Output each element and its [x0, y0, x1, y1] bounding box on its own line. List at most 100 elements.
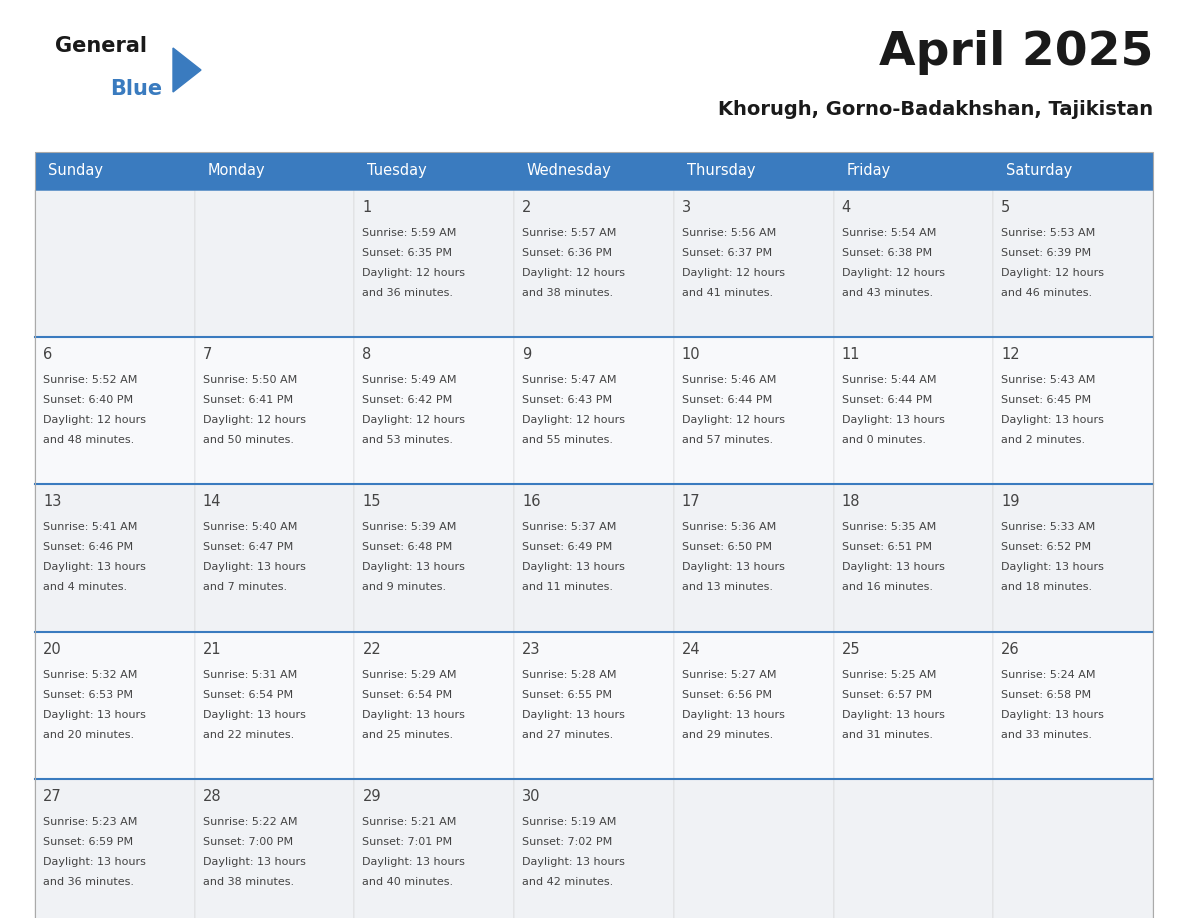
Text: and 29 minutes.: and 29 minutes.	[682, 730, 773, 740]
Bar	[674, 190, 834, 337]
Bar	[34, 190, 195, 337]
Text: and 18 minutes.: and 18 minutes.	[1001, 582, 1093, 592]
Text: 13: 13	[43, 495, 62, 509]
Text: 23: 23	[523, 642, 541, 656]
Bar	[514, 485, 674, 632]
Text: Sunrise: 5:53 AM: Sunrise: 5:53 AM	[1001, 228, 1095, 238]
Text: Sunrise: 5:41 AM: Sunrise: 5:41 AM	[43, 522, 138, 532]
Text: Sunrise: 5:59 AM: Sunrise: 5:59 AM	[362, 228, 457, 238]
Text: and 9 minutes.: and 9 minutes.	[362, 582, 447, 592]
Bar	[674, 152, 834, 190]
Bar	[674, 485, 834, 632]
Text: 2: 2	[523, 200, 531, 215]
Text: Sunset: 6:37 PM: Sunset: 6:37 PM	[682, 248, 772, 258]
Bar	[34, 778, 195, 918]
Text: Daylight: 13 hours: Daylight: 13 hours	[841, 415, 944, 425]
Text: and 13 minutes.: and 13 minutes.	[682, 582, 773, 592]
Text: Sunset: 7:00 PM: Sunset: 7:00 PM	[203, 837, 292, 846]
Text: Sunrise: 5:23 AM: Sunrise: 5:23 AM	[43, 817, 138, 827]
Text: Daylight: 12 hours: Daylight: 12 hours	[362, 268, 466, 278]
Text: Daylight: 12 hours: Daylight: 12 hours	[362, 415, 466, 425]
Bar	[674, 337, 834, 485]
Bar	[354, 778, 514, 918]
Bar	[993, 485, 1154, 632]
Text: Thursday: Thursday	[687, 163, 756, 178]
Text: Monday: Monday	[208, 163, 265, 178]
Text: and 4 minutes.: and 4 minutes.	[43, 582, 127, 592]
Text: Sunset: 6:42 PM: Sunset: 6:42 PM	[362, 396, 453, 405]
Text: 8: 8	[362, 347, 372, 363]
Text: Sunset: 6:35 PM: Sunset: 6:35 PM	[362, 248, 453, 258]
Bar	[354, 632, 514, 778]
Bar	[514, 337, 674, 485]
Bar	[34, 152, 1154, 918]
Bar	[834, 152, 993, 190]
Text: Sunrise: 5:19 AM: Sunrise: 5:19 AM	[523, 817, 617, 827]
Text: Sunday: Sunday	[48, 163, 103, 178]
Text: Sunset: 6:54 PM: Sunset: 6:54 PM	[362, 689, 453, 700]
Text: Sunrise: 5:31 AM: Sunrise: 5:31 AM	[203, 669, 297, 679]
Text: Wednesday: Wednesday	[527, 163, 612, 178]
Bar	[195, 485, 354, 632]
Text: 28: 28	[203, 789, 221, 804]
Text: Sunset: 7:02 PM: Sunset: 7:02 PM	[523, 837, 612, 846]
Text: Daylight: 12 hours: Daylight: 12 hours	[1001, 268, 1105, 278]
Bar	[34, 152, 195, 190]
Text: Daylight: 12 hours: Daylight: 12 hours	[523, 268, 625, 278]
Bar	[195, 778, 354, 918]
Text: Sunrise: 5:25 AM: Sunrise: 5:25 AM	[841, 669, 936, 679]
Bar	[834, 485, 993, 632]
Text: 17: 17	[682, 495, 701, 509]
Text: 4: 4	[841, 200, 851, 215]
Text: Daylight: 12 hours: Daylight: 12 hours	[203, 415, 305, 425]
Text: Sunset: 6:38 PM: Sunset: 6:38 PM	[841, 248, 931, 258]
Text: Sunset: 6:36 PM: Sunset: 6:36 PM	[523, 248, 612, 258]
Text: and 16 minutes.: and 16 minutes.	[841, 582, 933, 592]
Text: Daylight: 13 hours: Daylight: 13 hours	[1001, 415, 1104, 425]
Text: Daylight: 13 hours: Daylight: 13 hours	[362, 856, 466, 867]
Text: 3: 3	[682, 200, 691, 215]
Text: Sunset: 6:46 PM: Sunset: 6:46 PM	[43, 543, 133, 553]
Text: and 22 minutes.: and 22 minutes.	[203, 730, 293, 740]
Text: Daylight: 13 hours: Daylight: 13 hours	[523, 563, 625, 573]
Text: Daylight: 12 hours: Daylight: 12 hours	[682, 268, 785, 278]
Text: Sunrise: 5:50 AM: Sunrise: 5:50 AM	[203, 375, 297, 386]
Text: 24: 24	[682, 642, 701, 656]
Bar	[834, 190, 993, 337]
Text: Sunrise: 5:24 AM: Sunrise: 5:24 AM	[1001, 669, 1095, 679]
Text: 6: 6	[43, 347, 52, 363]
Text: and 36 minutes.: and 36 minutes.	[362, 288, 454, 298]
Bar	[354, 337, 514, 485]
Text: Sunset: 6:44 PM: Sunset: 6:44 PM	[682, 396, 772, 405]
Text: Sunset: 6:48 PM: Sunset: 6:48 PM	[362, 543, 453, 553]
Text: Sunrise: 5:35 AM: Sunrise: 5:35 AM	[841, 522, 936, 532]
Text: Daylight: 13 hours: Daylight: 13 hours	[523, 710, 625, 720]
Text: Daylight: 12 hours: Daylight: 12 hours	[682, 415, 785, 425]
Text: 7: 7	[203, 347, 213, 363]
Text: Sunrise: 5:47 AM: Sunrise: 5:47 AM	[523, 375, 617, 386]
Text: Sunrise: 5:49 AM: Sunrise: 5:49 AM	[362, 375, 457, 386]
Text: and 50 minutes.: and 50 minutes.	[203, 435, 293, 445]
Text: Daylight: 13 hours: Daylight: 13 hours	[682, 563, 785, 573]
Text: 9: 9	[523, 347, 531, 363]
Text: Sunset: 6:49 PM: Sunset: 6:49 PM	[523, 543, 612, 553]
Bar	[834, 778, 993, 918]
Text: April 2025: April 2025	[879, 30, 1154, 75]
Text: and 38 minutes.: and 38 minutes.	[523, 288, 613, 298]
Text: Tuesday: Tuesday	[367, 163, 426, 178]
Text: Sunset: 6:41 PM: Sunset: 6:41 PM	[203, 396, 292, 405]
Text: 1: 1	[362, 200, 372, 215]
Text: and 57 minutes.: and 57 minutes.	[682, 435, 773, 445]
Text: Daylight: 12 hours: Daylight: 12 hours	[523, 415, 625, 425]
Text: Daylight: 13 hours: Daylight: 13 hours	[841, 563, 944, 573]
Bar	[834, 337, 993, 485]
Text: Daylight: 13 hours: Daylight: 13 hours	[362, 563, 466, 573]
Text: Khorugh, Gorno-Badakhshan, Tajikistan: Khorugh, Gorno-Badakhshan, Tajikistan	[718, 100, 1154, 119]
Bar	[993, 632, 1154, 778]
Text: Sunset: 6:45 PM: Sunset: 6:45 PM	[1001, 396, 1092, 405]
Text: Sunrise: 5:43 AM: Sunrise: 5:43 AM	[1001, 375, 1095, 386]
Bar	[34, 632, 195, 778]
Text: Sunrise: 5:27 AM: Sunrise: 5:27 AM	[682, 669, 776, 679]
Text: and 2 minutes.: and 2 minutes.	[1001, 435, 1086, 445]
Text: 22: 22	[362, 642, 381, 656]
